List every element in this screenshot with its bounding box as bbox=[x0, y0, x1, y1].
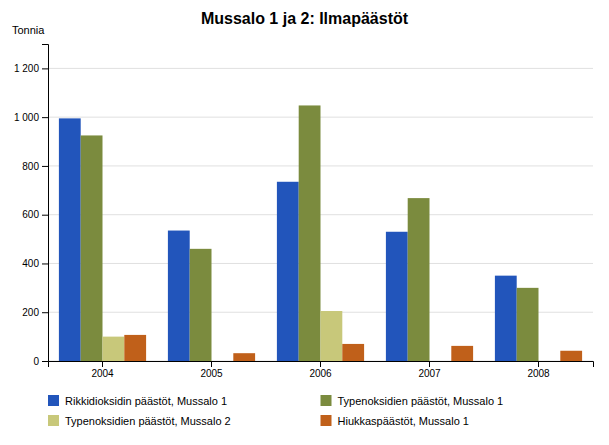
bar bbox=[190, 249, 212, 361]
y-tick: 0 bbox=[33, 356, 48, 367]
x-tick: 2004 bbox=[91, 361, 114, 379]
series bbox=[124, 335, 582, 361]
x-tick-label: 2007 bbox=[418, 368, 441, 379]
bar bbox=[168, 231, 190, 361]
y-tick: 600 bbox=[22, 209, 48, 220]
y-tick-mark bbox=[42, 215, 48, 216]
bar bbox=[321, 311, 343, 361]
series bbox=[81, 105, 539, 361]
y-axis-line bbox=[42, 45, 49, 362]
x-tick-label: 2006 bbox=[309, 368, 332, 379]
bar bbox=[212, 361, 234, 362]
legend-item: Typenoksidien päästöt, Mussalo 2 bbox=[48, 415, 231, 427]
y-tick-label: 1 200 bbox=[14, 63, 39, 74]
y-tick-mark bbox=[42, 166, 48, 167]
legend-item: Hiukkaspäästöt, Mussalo 1 bbox=[321, 415, 469, 427]
y-tick: 400 bbox=[22, 258, 48, 269]
legend-label: Rikkidioksidin päästöt, Mussalo 1 bbox=[65, 395, 227, 407]
y-tick-label: 800 bbox=[22, 161, 39, 172]
x-axis-line bbox=[49, 362, 594, 368]
legend-swatch bbox=[321, 415, 332, 426]
bar bbox=[233, 353, 255, 361]
x-tick-mark bbox=[320, 361, 321, 367]
x-tick: 2005 bbox=[200, 361, 223, 379]
bars bbox=[59, 105, 582, 361]
bar bbox=[81, 135, 103, 361]
y-tick: 1 200 bbox=[14, 63, 48, 74]
x-tick-mark bbox=[429, 361, 430, 367]
y-tick-label: 0 bbox=[33, 356, 39, 367]
bar bbox=[539, 361, 561, 362]
y-tick: 800 bbox=[22, 161, 48, 172]
y-tick-mark bbox=[42, 361, 48, 362]
legend: Rikkidioksidin päästöt, Mussalo 1 Typenok… bbox=[48, 395, 503, 427]
x-tick-label: 2005 bbox=[200, 368, 223, 379]
y-tick: 200 bbox=[22, 307, 48, 318]
grid-line bbox=[48, 68, 593, 69]
x-tick: 2008 bbox=[527, 361, 550, 379]
x-tick: 2006 bbox=[309, 361, 332, 379]
x-axis: 2004 2005 2006 2007 2008 bbox=[49, 361, 594, 379]
y-tick-mark bbox=[42, 263, 48, 264]
x-tick-label: 2008 bbox=[527, 368, 550, 379]
y-tick-mark bbox=[42, 68, 48, 69]
legend-swatch bbox=[321, 395, 332, 406]
bar bbox=[299, 105, 321, 361]
y-tick-label: 1 000 bbox=[14, 112, 39, 123]
x-tick-label: 2004 bbox=[91, 368, 114, 379]
legend-label: Hiukkaspäästöt, Mussalo 1 bbox=[338, 415, 469, 427]
bar bbox=[342, 344, 364, 361]
legend-item: Typenoksidien päästöt, Mussalo 1 bbox=[321, 395, 504, 407]
y-axis: 0 200 400 600 800 1 000 1 200 bbox=[14, 45, 49, 367]
x-tick-mark bbox=[211, 361, 212, 367]
bar bbox=[430, 361, 452, 362]
legend-label: Typenoksidien päästöt, Mussalo 1 bbox=[338, 395, 504, 407]
x-tick-mark bbox=[102, 361, 103, 367]
bar bbox=[124, 335, 146, 361]
y-label: Tonnia bbox=[12, 24, 45, 36]
legend-swatch bbox=[48, 395, 59, 406]
legend-item: Rikkidioksidin päästöt, Mussalo 1 bbox=[48, 395, 227, 407]
bar bbox=[386, 232, 408, 361]
bar bbox=[277, 182, 299, 361]
grid bbox=[48, 68, 593, 361]
legend-swatch bbox=[48, 415, 59, 426]
y-tick: 1 000 bbox=[14, 112, 48, 123]
plot: 02004006008001 0001 20020042005200620072… bbox=[14, 45, 594, 380]
y-tick-mark bbox=[42, 117, 48, 118]
y-tick-mark bbox=[42, 312, 48, 313]
x-tick-mark bbox=[538, 361, 539, 367]
y-tick-label: 600 bbox=[22, 209, 39, 220]
legend-label: Typenoksidien päästöt, Mussalo 2 bbox=[65, 415, 231, 427]
y-tick-label: 400 bbox=[22, 258, 39, 269]
bar bbox=[103, 337, 125, 361]
bar bbox=[495, 276, 517, 361]
chart: 02004006008001 0001 20020042005200620072… bbox=[0, 0, 609, 445]
bar bbox=[517, 288, 539, 361]
bar bbox=[451, 346, 473, 361]
y-tick-label: 200 bbox=[22, 307, 39, 318]
bar bbox=[408, 198, 430, 361]
bar bbox=[560, 351, 582, 361]
title: Mussalo 1 ja 2: Ilmapäästöt bbox=[201, 10, 409, 27]
series bbox=[59, 118, 517, 361]
bar bbox=[59, 118, 81, 361]
x-tick: 2007 bbox=[418, 361, 441, 379]
series bbox=[103, 311, 343, 361]
